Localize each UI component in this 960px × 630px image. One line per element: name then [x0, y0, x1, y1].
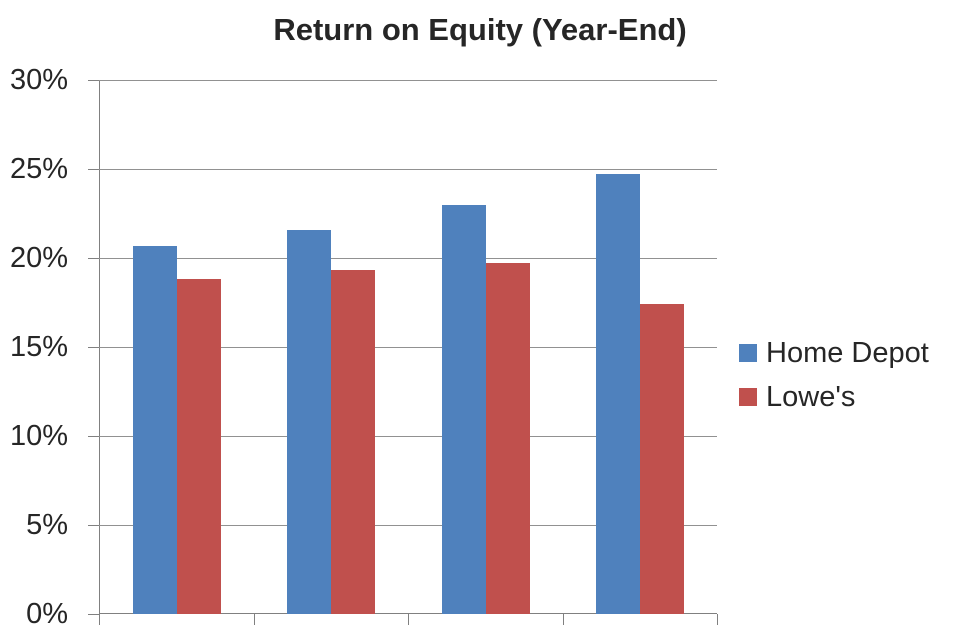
y-axis-tick-label: 0%: [26, 598, 68, 630]
y-axis-tick: [88, 614, 99, 615]
x-axis-tick: [99, 614, 100, 625]
bar-home-depot: [132, 245, 177, 614]
y-axis-tick: [88, 80, 99, 81]
x-axis-tick: [717, 614, 718, 625]
bar-home-depot: [287, 229, 332, 614]
y-axis-tick: [88, 347, 99, 348]
bar-home-depot: [596, 174, 641, 614]
y-axis-tick-label: 10%: [9, 420, 68, 452]
y-axis-tick: [88, 525, 99, 526]
y-axis-tick-label: 5%: [26, 509, 68, 541]
y-axis-tick-label: 25%: [9, 153, 68, 185]
bar-lowe-s: [176, 279, 221, 614]
gridline: [99, 80, 717, 81]
gridline: [99, 169, 717, 170]
y-axis-tick-label: 15%: [9, 331, 68, 363]
legend: Home Depot Lowe's: [739, 337, 929, 432]
legend-item-home-depot: Home Depot: [739, 337, 929, 369]
x-axis-line: [99, 613, 717, 614]
y-axis-tick: [88, 436, 99, 437]
gridline: [99, 258, 717, 259]
legend-swatch-icon: [739, 344, 757, 362]
bar-lowe-s: [485, 263, 530, 614]
bar-lowe-s: [640, 304, 685, 614]
y-axis-tick: [88, 258, 99, 259]
legend-label: Home Depot: [766, 336, 929, 369]
bar-home-depot: [441, 204, 486, 614]
gridline: [99, 347, 717, 348]
y-axis-tick: [88, 169, 99, 170]
gridline: [99, 436, 717, 437]
y-axis-tick-label: 20%: [9, 242, 68, 274]
gridline: [99, 525, 717, 526]
legend-swatch-icon: [739, 388, 757, 406]
plot-area: [88, 80, 718, 625]
legend-item-lowe-s: Lowe's: [739, 381, 929, 413]
y-axis-labels: 0% 5% 10% 15% 20% 25% 30%: [0, 0, 68, 630]
x-axis-tick: [562, 614, 564, 625]
y-axis-tick-label: 30%: [9, 64, 68, 96]
x-axis-tick: [253, 614, 255, 625]
legend-label: Lowe's: [766, 380, 856, 413]
bar-lowe-s: [331, 270, 376, 614]
x-axis-tick: [408, 614, 409, 625]
chart-title: Return on Equity (Year-End): [273, 12, 687, 47]
